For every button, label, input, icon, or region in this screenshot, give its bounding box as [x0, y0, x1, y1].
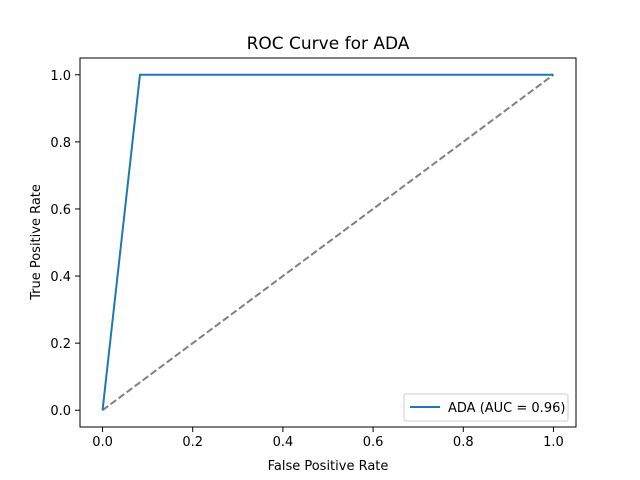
chart-title: ROC Curve for ADA	[247, 34, 410, 54]
x-tick-label: 0.0	[92, 435, 113, 450]
y-tick-label: 0.4	[50, 270, 71, 285]
legend: ADA (AUC = 0.96)	[403, 393, 569, 422]
legend-label-ada: ADA (AUC = 0.96)	[448, 401, 565, 416]
y-tick-label: 0.6	[50, 203, 71, 218]
x-tick-label: 0.8	[453, 435, 474, 450]
y-tick-label: 0.0	[50, 404, 71, 419]
y-axis-label: True Positive Rate	[29, 184, 44, 301]
chance-line	[101, 73, 555, 412]
y-tick-label: 0.2	[50, 337, 71, 352]
x-tick-label: 0.6	[363, 435, 384, 450]
series-layer	[101, 73, 555, 412]
x-tick-label: 0.2	[182, 435, 203, 450]
x-axis-label: False Positive Rate	[268, 459, 389, 474]
ticks-layer: 0.0 0.2 0.4 0.6 0.8 1.0 0.0 0.2 0.4 0.6 0.8 1.0	[50, 69, 563, 450]
y-tick-label: 1.0	[50, 69, 71, 84]
legend-box	[403, 393, 569, 422]
x-tick-label: 1.0	[543, 435, 564, 450]
y-tick-label: 0.8	[50, 136, 71, 151]
roc-curve-line	[101, 73, 554, 411]
x-tick-label: 0.4	[273, 435, 294, 450]
